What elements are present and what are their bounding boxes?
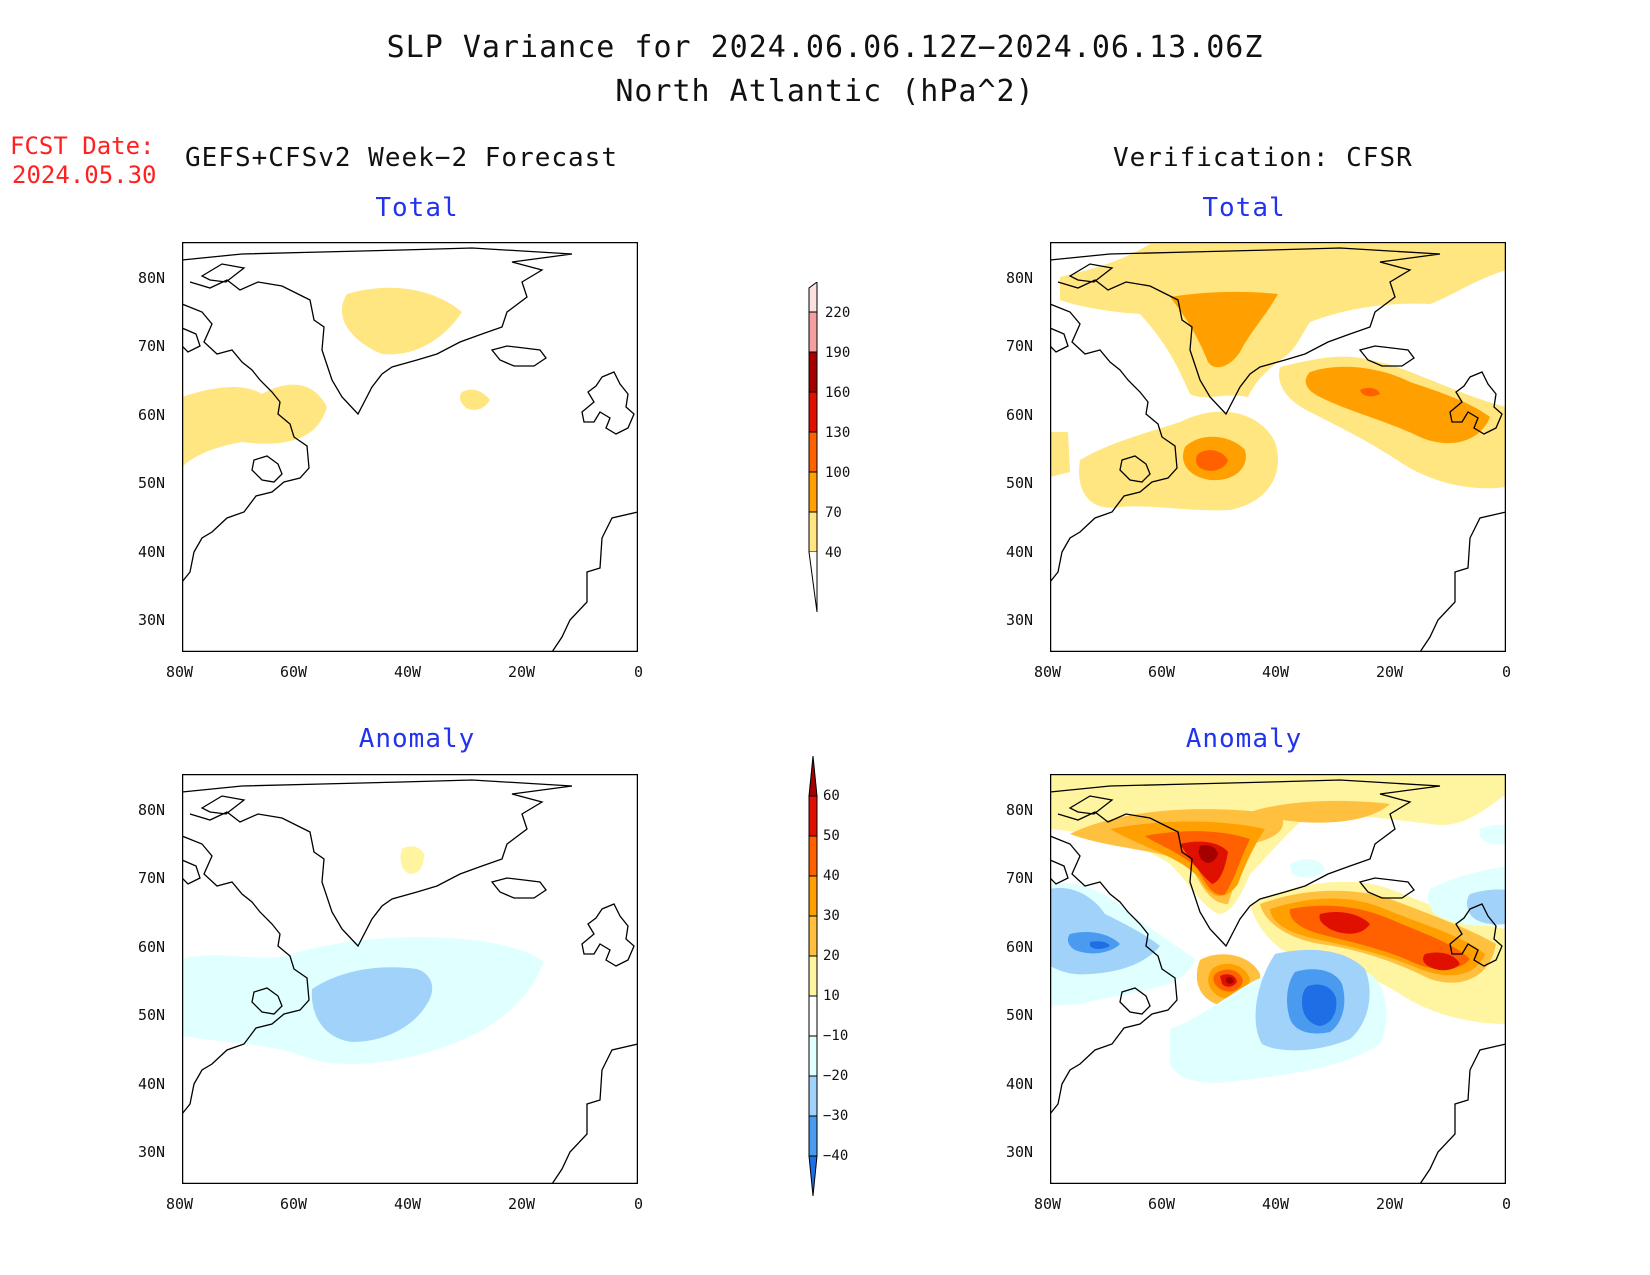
lon-tick: 60W xyxy=(280,663,308,681)
lat-tick: 30N xyxy=(138,1143,166,1161)
lon-tick: 40W xyxy=(1262,1195,1290,1213)
lat-tick: 80N xyxy=(138,801,166,819)
lat-tick: 60N xyxy=(1006,938,1034,956)
coastlines xyxy=(1050,779,1506,1184)
fcst-date-label: FCST Date: xyxy=(10,132,155,160)
lon-tick: 40W xyxy=(394,663,422,681)
lat-tick: 50N xyxy=(1006,1006,1034,1024)
lat-tick: 30N xyxy=(138,611,166,629)
colorbar-label: 20 xyxy=(823,948,840,964)
lat-tick: 50N xyxy=(1006,474,1034,492)
colorbar-label: 100 xyxy=(825,465,851,481)
coastlines xyxy=(182,779,638,1184)
variance-shading xyxy=(1050,244,1506,511)
lon-tick: 60W xyxy=(1148,663,1176,681)
verification-column-header: Verification: CFSR xyxy=(1113,143,1413,173)
lat-tick: 40N xyxy=(138,1075,166,1093)
lon-tick: 0 xyxy=(634,1195,644,1213)
lon-tick: 80W xyxy=(1034,663,1062,681)
colorbar-label: −20 xyxy=(823,1068,849,1084)
verification-total-map xyxy=(1050,242,1506,652)
lon-tick: 0 xyxy=(634,663,644,681)
lat-tick: 70N xyxy=(138,869,166,887)
lon-tick: 60W xyxy=(1148,1195,1176,1213)
total-colorbar: 40 70 100 130 160 190 220 xyxy=(795,281,855,613)
lat-tick: 70N xyxy=(138,337,166,355)
lat-tick: 80N xyxy=(138,269,166,287)
lat-tick: 40N xyxy=(138,543,166,561)
lat-tick: 40N xyxy=(1006,543,1034,561)
verification-anomaly-map xyxy=(1050,774,1506,1184)
colorbar-label: 70 xyxy=(825,505,842,521)
colorbar-label: 10 xyxy=(823,988,840,1004)
colorbar-label: 220 xyxy=(825,305,851,321)
coastlines xyxy=(1050,247,1506,652)
verification-total-title: Total xyxy=(1202,193,1286,223)
lat-tick: 30N xyxy=(1006,611,1034,629)
lon-tick: 60W xyxy=(280,1195,308,1213)
verification-anomaly-title: Anomaly xyxy=(1185,724,1303,754)
colorbar-label: 130 xyxy=(825,425,851,441)
anomaly-colorbar: 60 50 40 30 20 10 −10 −20 −30 −40 xyxy=(795,755,855,1206)
main-title: SLP Variance for 2024.06.06.12Z−2024.06.… xyxy=(386,30,1264,65)
lat-tick: 40N xyxy=(1006,1075,1034,1093)
lon-tick: 40W xyxy=(1262,663,1290,681)
anomaly-shading xyxy=(1050,776,1506,1083)
coastlines xyxy=(182,247,638,652)
colorbar-label: 160 xyxy=(825,385,851,401)
colorbar-label: −30 xyxy=(823,1108,849,1124)
lon-tick: 0 xyxy=(1502,663,1512,681)
colorbar-label: 190 xyxy=(825,345,851,361)
lat-tick: 60N xyxy=(1006,406,1034,424)
colorbar-label: 40 xyxy=(825,545,842,561)
anomaly-shading xyxy=(182,846,544,1064)
forecast-total-title: Total xyxy=(375,193,459,223)
lon-tick: 20W xyxy=(1376,1195,1404,1213)
colorbar-label: 40 xyxy=(823,868,840,884)
lat-tick: 50N xyxy=(138,1006,166,1024)
colorbar-label: 60 xyxy=(823,788,840,804)
colorbar-label: 30 xyxy=(823,908,840,924)
variance-shading xyxy=(182,287,490,467)
colorbar-label: −10 xyxy=(823,1028,849,1044)
lon-tick: 20W xyxy=(1376,663,1404,681)
main-subtitle: North Atlantic (hPa^2) xyxy=(615,74,1035,109)
fcst-date-value: 2024.05.30 xyxy=(12,161,157,189)
lat-tick: 60N xyxy=(138,406,166,424)
lon-tick: 0 xyxy=(1502,1195,1512,1213)
forecast-anomaly-map xyxy=(182,774,638,1184)
colorbar-label: −40 xyxy=(823,1148,849,1164)
lon-tick: 80W xyxy=(166,663,194,681)
lat-tick: 50N xyxy=(138,474,166,492)
lon-tick: 40W xyxy=(394,1195,422,1213)
lon-tick: 80W xyxy=(166,1195,194,1213)
lon-tick: 80W xyxy=(1034,1195,1062,1213)
forecast-total-map xyxy=(182,242,638,652)
forecast-anomaly-title: Anomaly xyxy=(358,724,476,754)
lat-tick: 80N xyxy=(1006,801,1034,819)
lon-tick: 20W xyxy=(508,1195,536,1213)
lat-tick: 70N xyxy=(1006,337,1034,355)
forecast-column-header: GEFS+CFSv2 Week−2 Forecast xyxy=(185,143,618,173)
lon-tick: 20W xyxy=(508,663,536,681)
lat-tick: 80N xyxy=(1006,269,1034,287)
colorbar-label: 50 xyxy=(823,828,840,844)
lat-tick: 60N xyxy=(138,938,166,956)
lat-tick: 30N xyxy=(1006,1143,1034,1161)
lat-tick: 70N xyxy=(1006,869,1034,887)
